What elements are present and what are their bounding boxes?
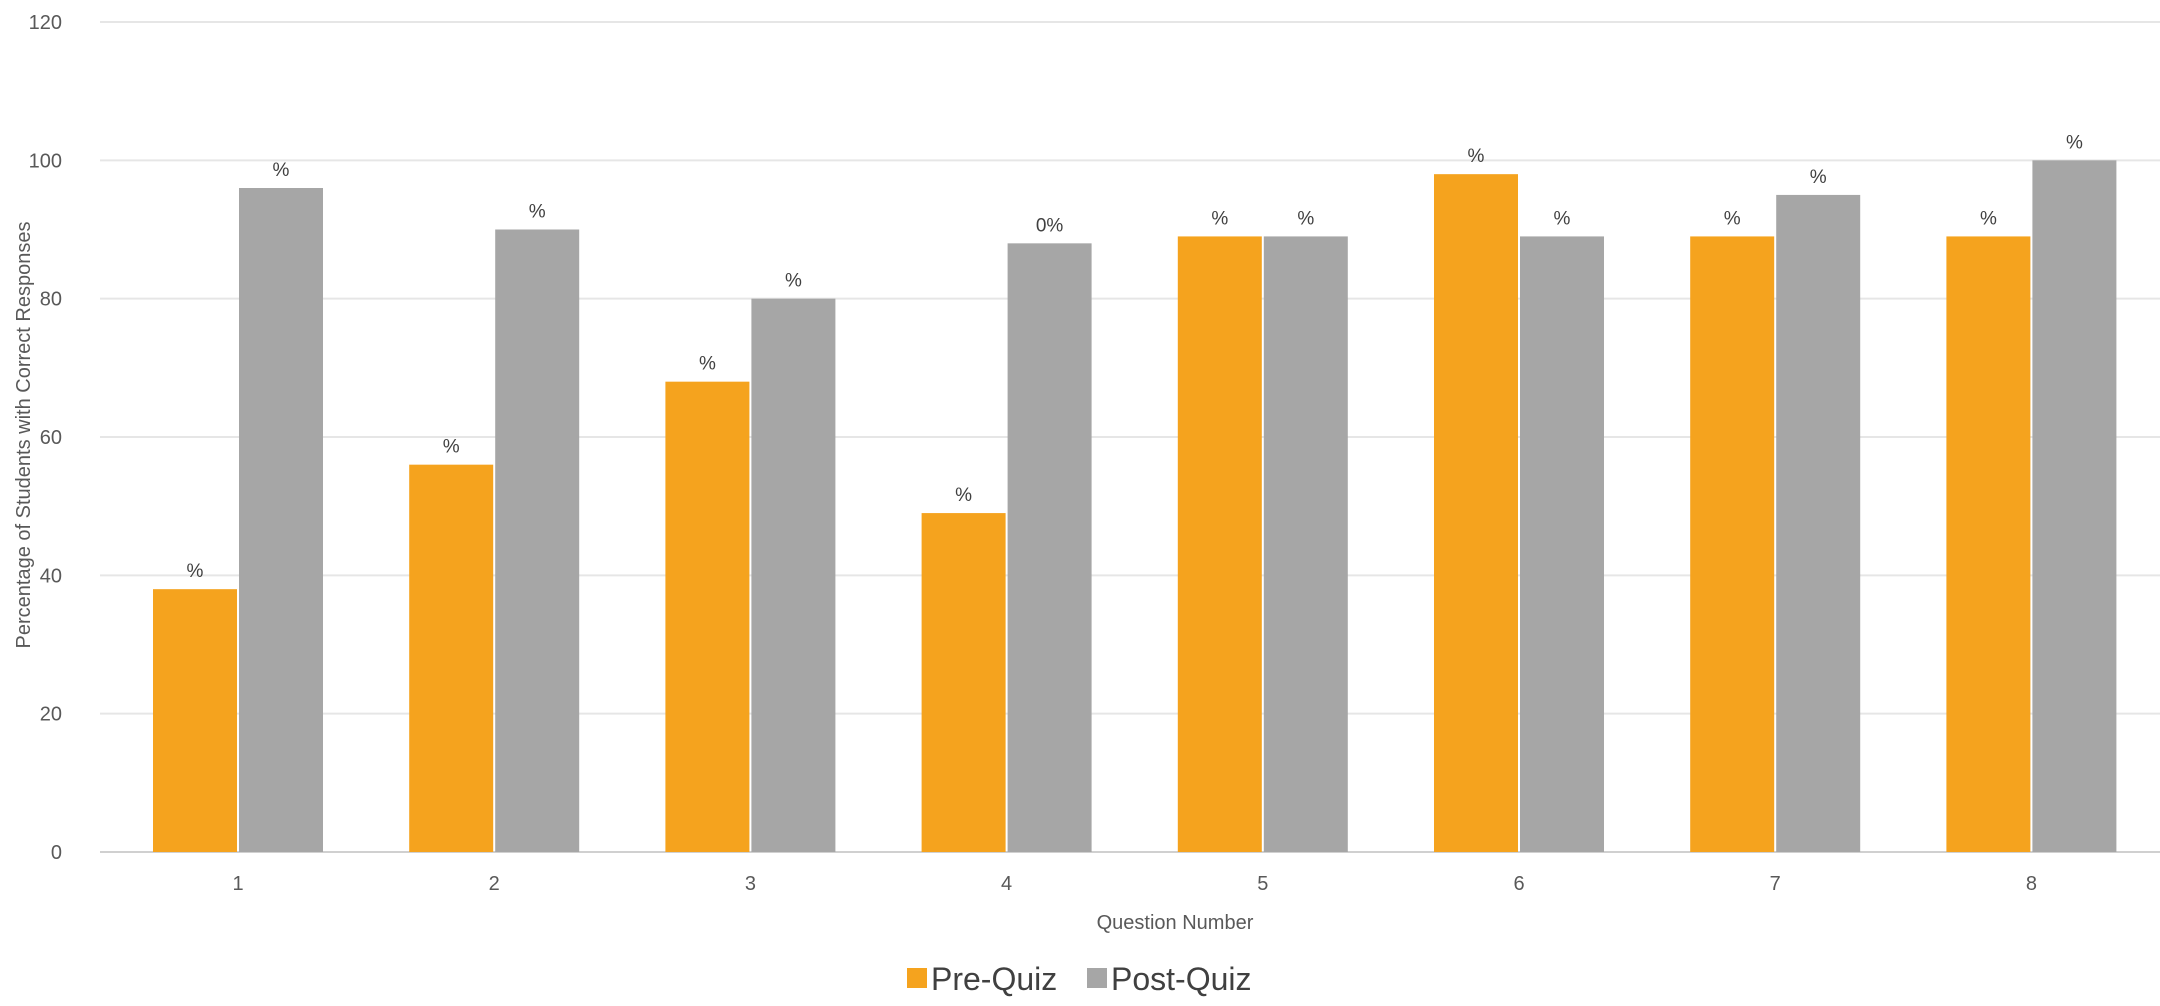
x-axis-title: Question Number (1097, 912, 1254, 934)
pre-quiz-data-label-6: % (1468, 146, 1485, 167)
x-tick-label-6: 6 (1513, 873, 1524, 895)
legend-swatch-pre-quiz (907, 968, 927, 988)
pre-quiz-data-label-5: % (1211, 208, 1228, 229)
data-labels: %%%%%%% 0%%%%%%%%% (187, 132, 2083, 582)
post-quiz-bar-7 (1776, 194, 1861, 852)
pre-quiz-data-label-3: % (699, 354, 716, 375)
y-tick-label: 40 (40, 565, 62, 587)
post-quiz-data-label-4: 0% (1036, 215, 1064, 236)
x-tick-label-4: 4 (1001, 873, 1012, 895)
pre-quiz-bar-7 (1690, 236, 1775, 852)
y-tick-label: 120 (29, 12, 62, 34)
x-tick-label-7: 7 (1770, 873, 1781, 895)
y-tick-label: 20 (40, 704, 62, 726)
x-tick-label-2: 2 (489, 873, 500, 895)
legend-label-post-quiz: Post-Quiz (1111, 961, 1251, 997)
post-quiz-bar-3 (751, 298, 836, 853)
post-quiz-data-label-3: % (785, 271, 802, 292)
pre-quiz-bar-2 (409, 464, 494, 852)
y-axis-ticks: 0 20 40 60 80 100 120 (29, 12, 62, 864)
pre-quiz-data-label-4: % (955, 485, 972, 506)
legend-label-pre-quiz: Pre-Quiz (931, 961, 1057, 997)
x-axis-ticks: 1 2 3 4 5 6 7 8 (232, 873, 2037, 895)
pre-quiz-bar-4 (921, 513, 1006, 852)
y-tick-label: 0 (51, 842, 62, 864)
pre-quiz-data-label-7: % (1724, 208, 1741, 229)
pre-quiz-bar-5 (1177, 236, 1262, 852)
pre-quiz-data-label-2: % (443, 437, 460, 458)
y-tick-label: 80 (40, 289, 62, 311)
y-tick-label: 60 (40, 427, 62, 449)
post-quiz-bar-4 (1007, 243, 1092, 853)
post-quiz-bar-8 (2032, 160, 2117, 853)
x-tick-label-5: 5 (1257, 873, 1268, 895)
pre-quiz-bar-6 (1434, 174, 1518, 852)
post-quiz-bar-2 (495, 229, 580, 852)
post-quiz-bar-1 (239, 188, 323, 852)
post-quiz-data-label-5: % (1297, 208, 1314, 229)
pre-quiz-bar-1 (153, 589, 237, 852)
pre-quiz-bar-3 (665, 381, 750, 852)
post-quiz-data-label-6: % (1554, 208, 1571, 229)
y-tick-label: 100 (29, 150, 62, 172)
post-quiz-data-label-1: % (273, 160, 290, 181)
pre-quiz-data-label-1: % (187, 561, 204, 582)
post-quiz-data-label-8: % (2066, 132, 2083, 153)
bars (153, 160, 2117, 853)
x-tick-label-1: 1 (232, 873, 243, 895)
x-tick-label-8: 8 (2026, 873, 2037, 895)
x-tick-label-3: 3 (745, 873, 756, 895)
post-quiz-bar-5 (1263, 236, 1348, 852)
pre-quiz-bar-8 (1946, 236, 2031, 852)
post-quiz-data-label-7: % (1810, 167, 1827, 188)
y-axis-title: Percentage of Students with Correct Resp… (13, 222, 35, 649)
legend-swatch-post-quiz (1087, 968, 1107, 988)
legend: Pre-Quiz Post-Quiz (907, 961, 1251, 997)
post-quiz-data-label-2: % (529, 202, 546, 223)
pre-quiz-data-label-8: % (1980, 208, 1997, 229)
post-quiz-bar-6 (1520, 236, 1604, 852)
